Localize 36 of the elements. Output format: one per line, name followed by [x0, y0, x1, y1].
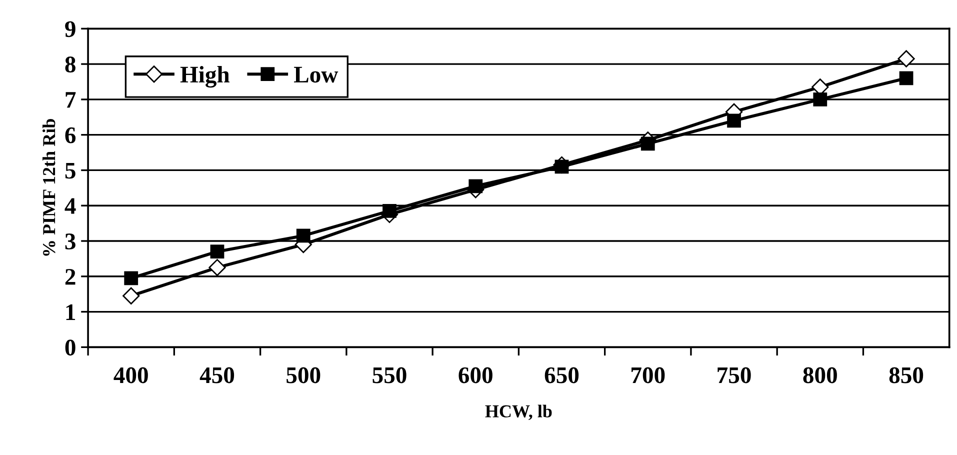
- point: [124, 271, 138, 286]
- point: [813, 92, 828, 106]
- point: [210, 244, 224, 259]
- y-tick-label: 9: [65, 21, 76, 38]
- point: [296, 228, 310, 243]
- x-tick-label: 800: [803, 367, 837, 384]
- point: [208, 258, 226, 276]
- x-tick-label: 500: [286, 367, 320, 384]
- y-tick-label: 8: [65, 56, 76, 72]
- y-tick-label: 2: [65, 268, 76, 285]
- y-tick-label: 0: [65, 340, 76, 356]
- x-tick-label: 750: [718, 367, 751, 384]
- legend-label: High: [180, 66, 230, 88]
- y-tick-label: 1: [66, 304, 76, 320]
- y-tick-label: 4: [64, 198, 76, 214]
- x-tick-label: 600: [458, 367, 492, 384]
- y-tick-label: 7: [66, 92, 76, 108]
- y-tick-label: 5: [65, 162, 76, 179]
- point: [122, 287, 140, 304]
- x-tick-label: 450: [200, 367, 234, 384]
- x-tick-label: 650: [544, 367, 579, 384]
- legend-label: Low: [294, 66, 338, 83]
- point: [727, 114, 741, 128]
- x-tick-label: 550: [372, 367, 406, 384]
- y-tick-label: 3: [65, 234, 76, 250]
- point: [468, 179, 483, 194]
- point: [898, 50, 915, 68]
- point: [382, 204, 396, 218]
- x-tick-label: 700: [632, 367, 665, 384]
- x-tick-label: 850: [889, 367, 924, 384]
- x-tick-label: 400: [114, 367, 148, 384]
- point: [899, 71, 914, 86]
- x-axis-title: HCW, lb: [485, 404, 552, 420]
- y-tick-label: 6: [65, 127, 76, 144]
- point: [640, 136, 655, 151]
- y-axis-title: % PIMF 12th Rib: [42, 119, 56, 256]
